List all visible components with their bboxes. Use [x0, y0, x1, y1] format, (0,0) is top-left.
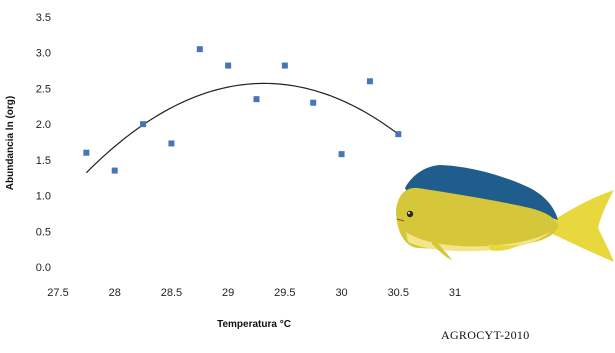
data-point: [196, 46, 203, 53]
y-tick-label: 3.5: [36, 12, 51, 24]
x-tick-label: 31: [449, 287, 461, 299]
data-point: [281, 62, 288, 69]
credit-text: AGROCYT-2010: [441, 328, 530, 342]
scatter-chart: 0.0 0.5 1.0 1.5 2.0 2.5 3.0 3.5 27.5 28 28.5 29 29.…: [5, 12, 461, 330]
data-point: [111, 167, 118, 174]
x-axis-tick-labels: 27.5 28 28.5 29 29.5 30 30.5 31: [47, 287, 461, 299]
y-tick-label: 0.0: [36, 262, 51, 274]
x-tick-label: 29.5: [274, 287, 295, 299]
y-tick-label: 3.0: [36, 48, 51, 60]
x-axis-title: Temperatura °C: [217, 319, 291, 330]
x-tick-label: 28: [109, 287, 121, 299]
data-point: [83, 149, 90, 156]
x-tick-label: 27.5: [47, 287, 68, 299]
y-tick-label: 0.5: [36, 226, 51, 238]
y-tick-label: 1.5: [36, 155, 51, 167]
fish-eye: [406, 210, 414, 218]
y-tick-label: 1.0: [36, 191, 51, 203]
fish-eye-highlight: [408, 212, 410, 214]
fish-pectoral-fin: [432, 236, 452, 260]
fish-tail: [548, 190, 614, 262]
data-point: [310, 99, 317, 106]
data-point: [168, 140, 175, 147]
x-tick-label: 29: [222, 287, 234, 299]
fish-body: [396, 187, 558, 249]
y-axis-tick-labels: 0.0 0.5 1.0 1.5 2.0 2.5 3.0 3.5: [36, 12, 51, 274]
x-tick-label: 30: [335, 287, 347, 299]
data-point: [366, 78, 373, 85]
fish-anal-fin: [488, 244, 520, 251]
data-point: [253, 96, 260, 103]
data-point: [225, 62, 232, 69]
y-tick-label: 2.5: [36, 83, 51, 95]
trendline: [85, 82, 399, 174]
x-tick-label: 28.5: [161, 287, 182, 299]
data-point: [395, 131, 402, 138]
y-axis-title: Abundancia ln (org): [5, 96, 16, 190]
data-point: [140, 121, 147, 128]
fish-mouth: [396, 218, 405, 222]
y-tick-label: 2.0: [36, 119, 51, 131]
data-point: [338, 151, 345, 158]
dorado-fish-icon: [396, 165, 614, 262]
x-tick-label: 30.5: [388, 287, 409, 299]
data-points: [83, 46, 402, 174]
